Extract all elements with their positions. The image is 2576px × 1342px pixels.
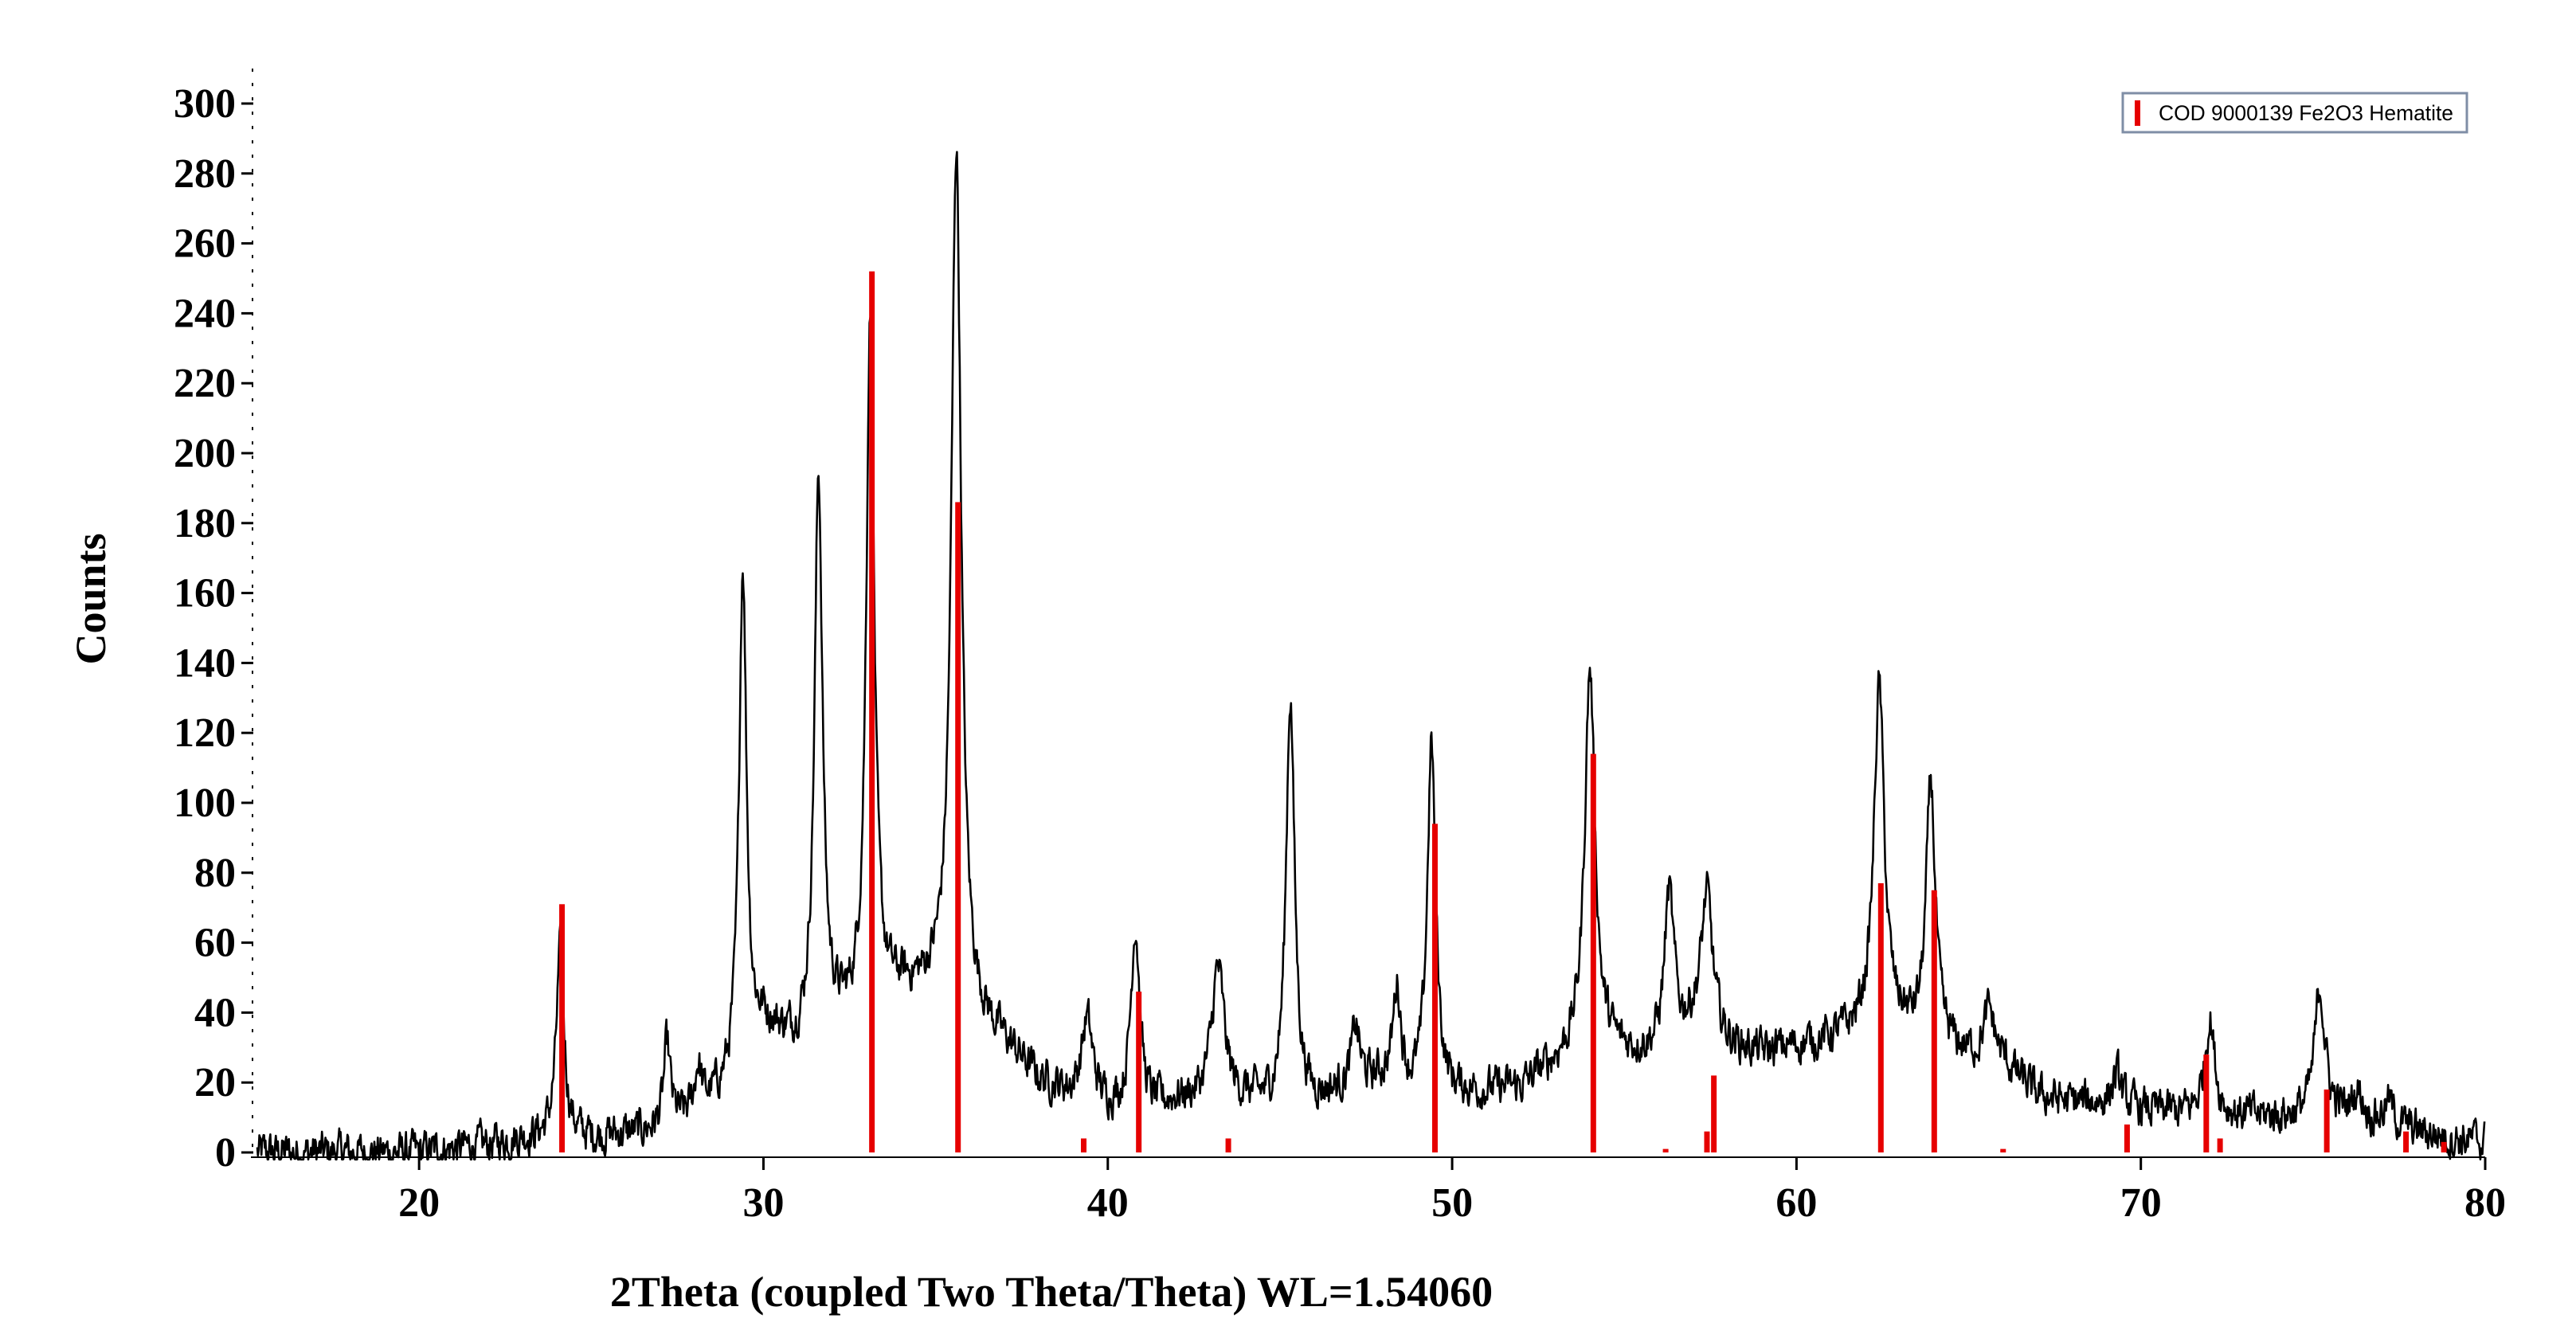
reference-stick <box>1704 1131 1710 1152</box>
pattern-layer <box>256 151 2486 1161</box>
diffraction-pattern-line <box>256 151 2486 1161</box>
x-tick-label: 70 <box>2120 1180 2162 1226</box>
y-axis-ticks: 0 20 40 60 80 100 120 140 160 180 200 220 240 260 280 3… <box>174 81 253 1176</box>
y-tick-label: 140 <box>174 640 236 686</box>
reference-stick <box>1081 1138 1087 1152</box>
y-tick-label: 240 <box>174 291 236 336</box>
y-tick-label: 120 <box>174 710 236 756</box>
reference-stick <box>1136 992 1142 1152</box>
legend-box <box>2121 92 2468 134</box>
reference-stick <box>1877 882 1884 1152</box>
y-tick-label: 180 <box>174 501 236 546</box>
y-axis-label: Counts <box>67 533 115 664</box>
reference-stick <box>1225 1138 1231 1152</box>
x-tick-label: 80 <box>2464 1180 2506 1226</box>
y-tick-label: 220 <box>174 361 236 406</box>
legend: COD 9000139 Fe2O3 Hematite <box>2121 92 2468 134</box>
reference-stick <box>2441 1141 2447 1152</box>
reference-stick <box>559 904 566 1152</box>
reference-stick <box>1711 1075 1717 1152</box>
y-tick-label: 280 <box>174 151 236 197</box>
y-tick-label: 260 <box>174 221 236 267</box>
reference-stick <box>2323 1089 2330 1152</box>
x-tick-label: 20 <box>398 1180 440 1226</box>
x-tick-label: 40 <box>1087 1180 1129 1226</box>
y-tick-label: 200 <box>174 431 236 476</box>
reference-stick <box>955 502 961 1152</box>
reference-stick <box>2217 1138 2223 1152</box>
reference-stick <box>2000 1148 2006 1152</box>
reference-stick <box>1931 890 1937 1152</box>
x-tick-label: 30 <box>742 1180 784 1226</box>
y-tick-label: 100 <box>174 781 236 826</box>
reference-stick <box>2403 1131 2410 1152</box>
legend-swatch <box>2135 100 2140 126</box>
y-tick-label: 160 <box>174 571 236 616</box>
y-tick-label: 80 <box>194 851 236 896</box>
y-tick-label: 40 <box>194 990 236 1035</box>
reference-stick <box>1431 824 1438 1152</box>
reference-stick <box>1662 1148 1669 1152</box>
x-axis-ticks: 20 30 40 50 60 70 80 <box>398 1157 2506 1226</box>
y-tick-label: 60 <box>194 921 236 966</box>
y-tick-label: 300 <box>174 81 236 127</box>
reference-stick <box>869 271 875 1153</box>
x-axis-label: 2Theta (coupled Two Theta/Theta) WL=1.54… <box>610 1268 1493 1316</box>
reference-stick <box>1590 753 1596 1152</box>
axes <box>251 68 2485 1158</box>
reference-stick <box>2203 1054 2210 1152</box>
reference-stick <box>2124 1124 2130 1152</box>
x-tick-label: 50 <box>1431 1180 1473 1226</box>
x-tick-label: 60 <box>1775 1180 1817 1226</box>
reference-sticks-layer <box>559 271 2447 1153</box>
y-tick-label: 20 <box>194 1060 236 1105</box>
y-tick-label: 0 <box>215 1130 236 1176</box>
legend-entry: COD 9000139 Fe2O3 Hematite <box>2159 101 2453 125</box>
